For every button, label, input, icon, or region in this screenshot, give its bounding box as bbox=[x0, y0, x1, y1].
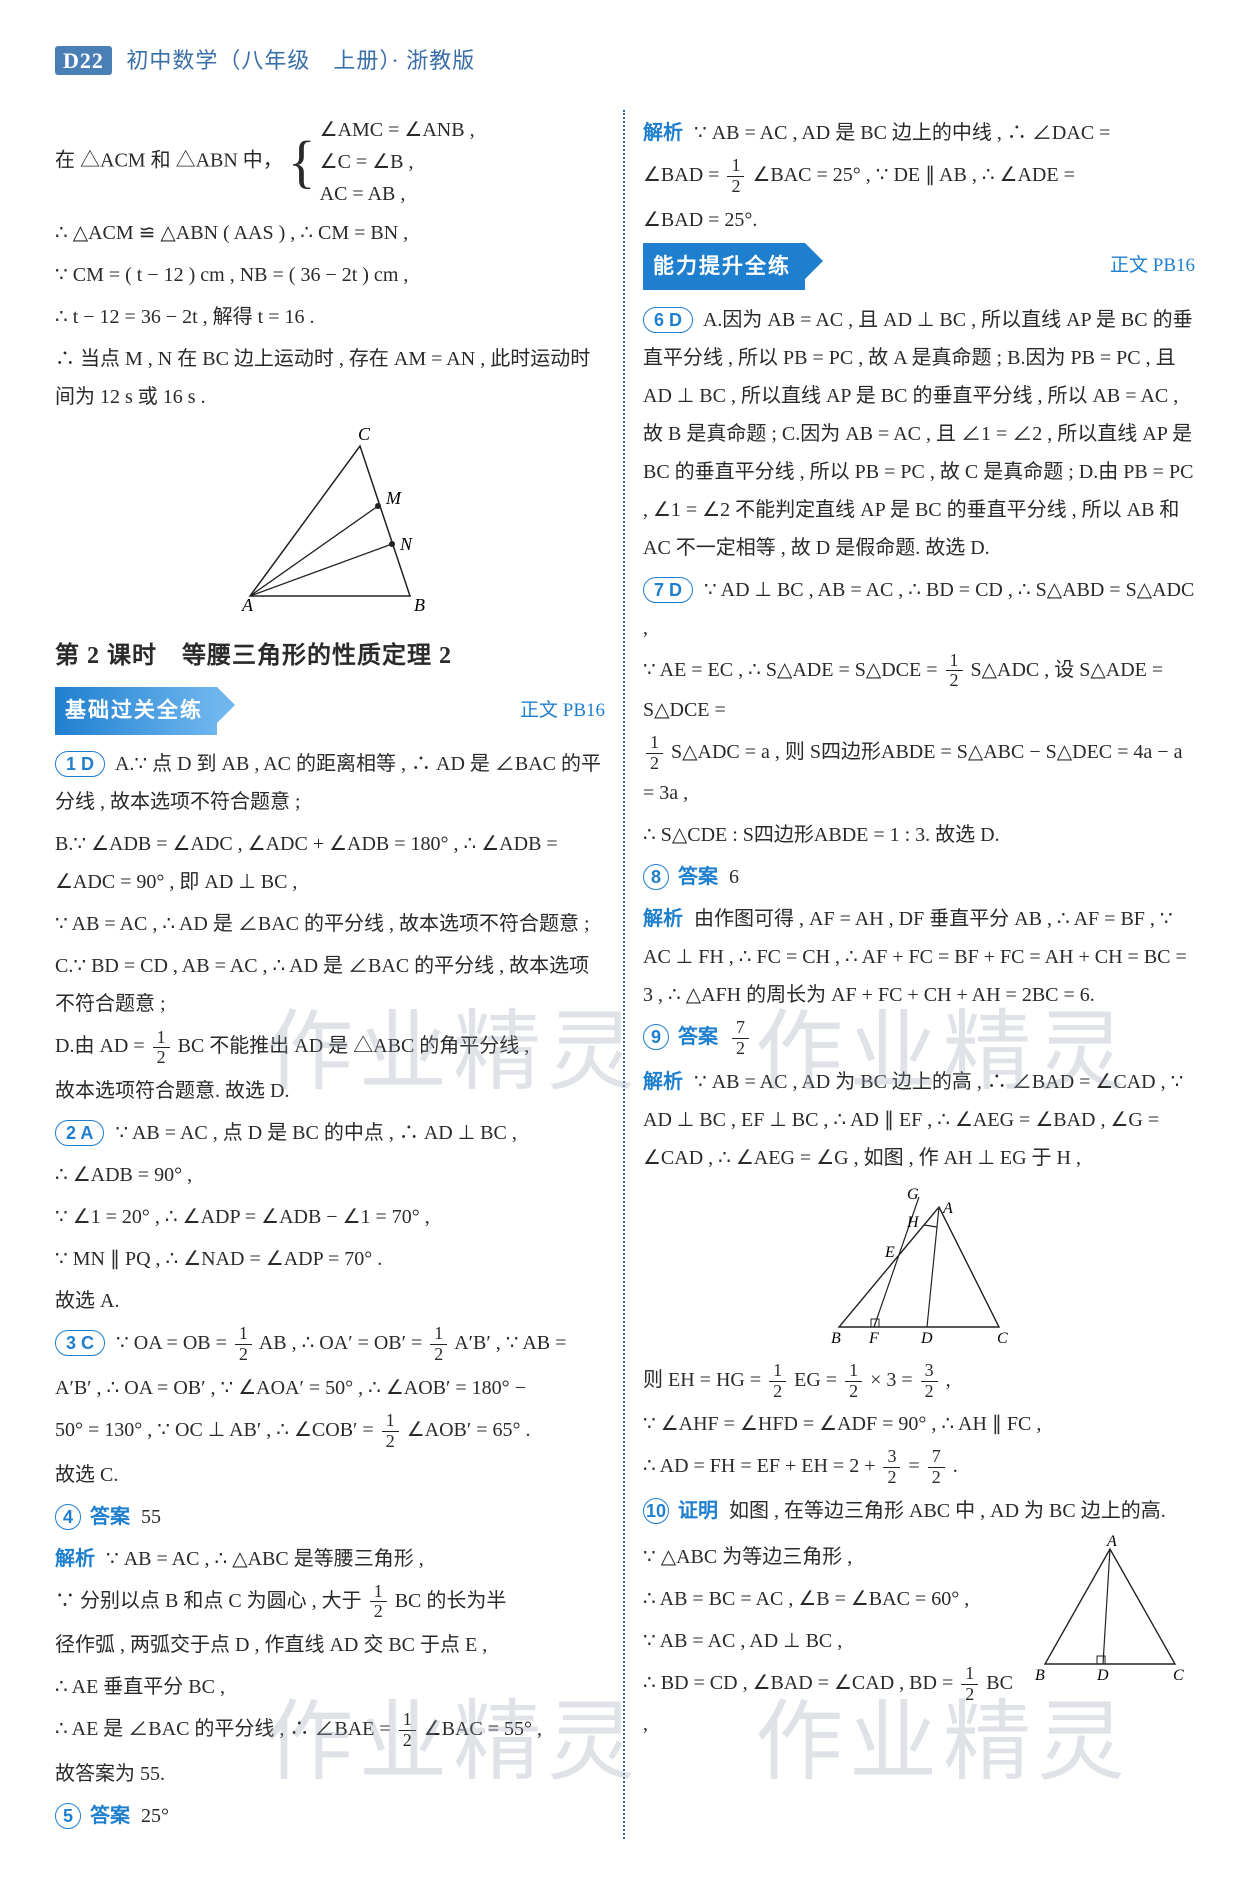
question-8: 8 答案 6 bbox=[643, 858, 1195, 896]
svg-text:B: B bbox=[414, 595, 425, 615]
svg-text:D: D bbox=[920, 1330, 933, 1347]
text-line: 故本选项符合题意. 故选 D. bbox=[55, 1072, 605, 1110]
text-line: ∴ AD = FH = EF + EH = 2 + 32 = 72 . bbox=[643, 1447, 1195, 1488]
text-line: C.∵ BD = CD , AB = AC , ∴ AD 是 ∠BAC 的平分线… bbox=[55, 947, 605, 1023]
text-line: ∴ S△CDE : S四边形ABDE = 1 : 3. 故选 D. bbox=[643, 816, 1195, 854]
svg-text:N: N bbox=[399, 534, 413, 554]
text-line: ∵ MN ∥ PQ , ∴ ∠NAD = ∠ADP = 70° . bbox=[55, 1240, 605, 1278]
question-6: 6 D A.因为 AB = AC , 且 AD ⊥ BC , 所以直线 AP 是… bbox=[643, 301, 1195, 567]
text-line: 解析 ∵ AB = AC , ∴ △ABC 是等腰三角形 , bbox=[55, 1540, 605, 1578]
text-line: 12 S△ADC = a , 则 S四边形ABDE = S△ABC − S△DE… bbox=[643, 733, 1195, 812]
section-banner-advanced: 能力提升全练 正文 PB16 bbox=[643, 249, 1195, 285]
text-line: ∵ △ABC 为等边三角形 , bbox=[643, 1538, 1013, 1576]
text-line: ∴ △ACM ≌ △ABN ( AAS ) , ∴ CM = BN , bbox=[55, 214, 605, 252]
text-line: 故答案为 55. bbox=[55, 1755, 605, 1793]
text-line: ∴ BD = CD , ∠BAD = ∠CAD , BD = 12 BC , bbox=[643, 1664, 1013, 1743]
figure-q10: A B D C bbox=[1025, 1534, 1195, 1684]
text-line: ∴ AE 垂直平分 BC , bbox=[55, 1668, 605, 1706]
banner-label: 基础过关全练 bbox=[55, 687, 217, 735]
banner-label: 能力提升全练 bbox=[643, 243, 805, 291]
svg-text:F: F bbox=[868, 1330, 879, 1347]
svg-text:M: M bbox=[385, 488, 402, 508]
text-line: ∵ 分别以点 B 和点 C 为圆心 , 大于 12 BC 的长为半 bbox=[55, 1582, 605, 1623]
figure-triangle-1: A B C M N bbox=[55, 426, 605, 616]
text-line: ∴ AE 是 ∠BAC 的平分线 , ∴ ∠BAE = 12 ∠BAC = 55… bbox=[55, 1710, 605, 1751]
svg-text:C: C bbox=[1173, 1667, 1184, 1684]
svg-text:A: A bbox=[942, 1200, 953, 1217]
text-line: 径作弧 , 两弧交于点 D , 作直线 AD 交 BC 于点 E , bbox=[55, 1626, 605, 1664]
question-1: 1 D A.∵ 点 D 到 AB , AC 的距离相等 , ∴ AD 是 ∠BA… bbox=[55, 745, 605, 821]
text-line: ∵ AB = AC , AD ⊥ BC , bbox=[643, 1622, 1013, 1660]
svg-text:E: E bbox=[884, 1244, 895, 1261]
text-line: ∵ CM = ( t − 12 ) cm , NB = ( 36 − 2t ) … bbox=[55, 256, 605, 294]
svg-text:A: A bbox=[241, 595, 254, 615]
question-4: 4 答案 55 bbox=[55, 1498, 605, 1536]
svg-text:B: B bbox=[1035, 1667, 1045, 1684]
text-line: 解析 ∵ AB = AC , AD 是 BC 边上的中线 , ∴ ∠DAC = bbox=[643, 114, 1195, 152]
figure-q9: B F D C A G H E bbox=[643, 1187, 1195, 1347]
text-line: B.∵ ∠ADB = ∠ADC , ∠ADC + ∠ADB = 180° , ∴… bbox=[55, 825, 605, 901]
question-2: 2 A ∵ AB = AC , 点 D 是 BC 的中点 , ∴ AD ⊥ BC… bbox=[55, 1114, 605, 1152]
question-10: 10 证明 如图 , 在等边三角形 ABC 中 , AD 为 BC 边上的高. bbox=[643, 1492, 1195, 1530]
left-column: 在 △ACM 和 △ABN 中， { ∠AMC = ∠ANB , ∠C = ∠B… bbox=[55, 110, 625, 1839]
text-line: ∠BAD = 25°. bbox=[643, 201, 1195, 239]
page-header: D22 初中数学（八年级 上册）· 浙教版 bbox=[55, 40, 1195, 82]
right-column: 解析 ∵ AB = AC , AD 是 BC 边上的中线 , ∴ ∠DAC = … bbox=[625, 110, 1195, 1839]
text-line: 则 EH = HG = 12 EG = 12 × 3 = 32 , bbox=[643, 1361, 1195, 1402]
svg-text:G: G bbox=[907, 1187, 919, 1203]
lesson-title: 第 2 课时 等腰三角形的性质定理 2 bbox=[55, 634, 605, 680]
text-line: D.由 AD = 12 BC 不能推出 AD 是 △ABC 的角平分线 , bbox=[55, 1027, 605, 1068]
svg-text:C: C bbox=[997, 1330, 1008, 1347]
question-5: 5 答案 25° bbox=[55, 1797, 605, 1835]
text-line: ∵ ∠1 = 20° , ∴ ∠ADP = ∠ADB − ∠1 = 70° , bbox=[55, 1198, 605, 1236]
svg-text:C: C bbox=[358, 426, 371, 444]
book-title: 初中数学（八年级 上册）· 浙教版 bbox=[126, 48, 475, 73]
section-banner-basic: 基础过关全练 正文 PB16 bbox=[55, 693, 605, 729]
text-line: 解析 ∵ AB = AC , AD 为 BC 边上的高 , ∴ ∠BAD = ∠… bbox=[643, 1063, 1195, 1177]
svg-text:B: B bbox=[831, 1330, 841, 1347]
text-line: 故选 C. bbox=[55, 1456, 605, 1494]
text-line: 50° = 130° , ∵ OC ⊥ AB′ , ∴ ∠COB′ = 12 ∠… bbox=[55, 1411, 605, 1452]
svg-text:A: A bbox=[1106, 1534, 1117, 1550]
text-line: ∵ AB = AC , ∴ AD 是 ∠BAC 的平分线 , 故本选项不符合题意… bbox=[55, 905, 605, 943]
text-line: ∴ 当点 M , N 在 BC 边上运动时 , 存在 AM = AN , 此时运… bbox=[55, 340, 605, 416]
text-line: ∵ ∠AHF = ∠HFD = ∠ADF = 90° , ∴ AH ∥ FC , bbox=[643, 1405, 1195, 1443]
svg-text:H: H bbox=[906, 1214, 920, 1231]
banner-ref: 正文 PB16 bbox=[1110, 248, 1195, 284]
text-line: ∴ AB = BC = AC , ∠B = ∠BAC = 60° , bbox=[643, 1580, 1013, 1618]
intro-line: 在 △ACM 和 △ABN 中， { ∠AMC = ∠ANB , ∠C = ∠B… bbox=[55, 114, 605, 210]
text-line: 解析 由作图可得 , AF = AH , DF 垂直平分 AB , ∴ AF =… bbox=[643, 900, 1195, 1014]
svg-text:D: D bbox=[1096, 1667, 1109, 1684]
text-line: 故选 A. bbox=[55, 1282, 605, 1320]
text-line: ∠BAD = 12 ∠BAC = 25° , ∵ DE ∥ AB , ∴ ∠AD… bbox=[643, 156, 1195, 197]
page-code: D22 bbox=[55, 46, 112, 75]
question-3: 3 C ∵ OA = OB = 12 AB , ∴ OA′ = OB′ = 12… bbox=[55, 1324, 605, 1365]
text-line: ∴ ∠ADB = 90° , bbox=[55, 1156, 605, 1194]
question-9: 9 答案 72 bbox=[643, 1018, 1195, 1059]
text-line: ∵ AE = EC , ∴ S△ADE = S△DCE = 12 S△ADC ,… bbox=[643, 651, 1195, 730]
text-line: A′B′ , ∴ OA = OB′ , ∵ ∠AOA′ = 50° , ∴ ∠A… bbox=[55, 1369, 605, 1407]
banner-ref: 正文 PB16 bbox=[520, 693, 605, 729]
question-7: 7 D ∵ AD ⊥ BC , AB = AC , ∴ BD = CD , ∴ … bbox=[643, 571, 1195, 647]
text-line: ∴ t − 12 = 36 − 2t , 解得 t = 16 . bbox=[55, 298, 605, 336]
